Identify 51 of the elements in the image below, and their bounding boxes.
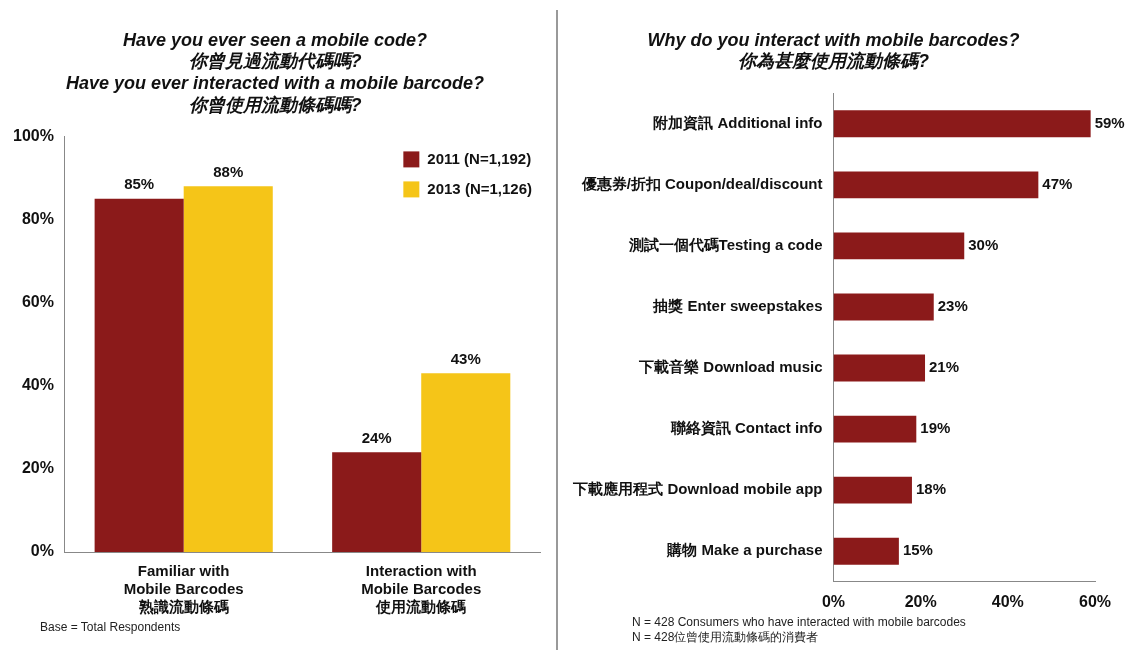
x-tick-label: 40% (991, 592, 1024, 610)
data-label: 18% (915, 480, 946, 498)
bar (833, 354, 926, 382)
y-tick-label: 測試一個代碼Testing a code (627, 236, 823, 254)
data-label: 21% (929, 358, 960, 376)
y-tick-label: 40% (21, 376, 54, 394)
chart-title: Have you ever seen a mobile code? 你曾見過流動代碼嗎? Have you ever interacted with a mobile barcode? 你曾使用流動條碼嗎? (65, 29, 485, 115)
y-tick-label: 聯絡資訊 Contact info (669, 419, 823, 438)
bar (94, 198, 184, 552)
y-tick-label: 100% (13, 126, 54, 144)
text: N = 428位曾使用流動條碼的消費者 (632, 630, 820, 645)
y-tick-label: 80% (21, 209, 54, 227)
data-label: 85% (124, 175, 155, 193)
x-tick-label: 60% (1078, 592, 1112, 610)
y-tick-label: 下載音樂 Download music (638, 358, 823, 376)
data-label: 15% (902, 541, 933, 559)
y-tick-label: 60% (21, 293, 54, 311)
bar (421, 373, 511, 552)
y-tick-label: 下載應用程式 Download mobile app (572, 480, 823, 498)
bar (833, 232, 965, 260)
y-tick-label: 購物 Make a purchase (666, 541, 823, 559)
legend-label: 2011 (N=1,192) (427, 149, 532, 167)
data-label: 43% (450, 349, 481, 367)
data-label: 23% (937, 297, 968, 315)
x-tick-label: Familiar with Mobile Barcodes 熟識流動條碼 (123, 562, 244, 616)
bar (833, 537, 899, 565)
bar (833, 110, 1091, 138)
x-tick-label: 20% (904, 592, 937, 610)
data-label: 47% (1042, 174, 1073, 192)
y-tick-label: 附加資訊 Additional info (653, 113, 823, 132)
x-tick-label: Interaction with Mobile Barcodes 使用流動條碼 (361, 562, 482, 616)
legend-label: 2013 (N=1,126) (427, 179, 532, 197)
chart-title: Why do you interact with mobile barcodes? 你為甚麼使用流動條碼? (647, 29, 1020, 72)
data-label: 24% (361, 428, 392, 446)
bar (833, 293, 934, 321)
x-tick-label: 0% (821, 592, 846, 610)
bar (833, 171, 1039, 199)
bar (833, 476, 912, 504)
data-label: 30% (968, 236, 999, 254)
bar (332, 452, 422, 552)
y-tick-label: 0% (30, 542, 54, 560)
data-label: 19% (920, 419, 951, 437)
data-label: 88% (213, 162, 244, 180)
text: Base = Total Respondents (40, 620, 182, 635)
bar (833, 415, 917, 443)
y-tick-label: 20% (21, 459, 54, 477)
text: N = 428 Consumers who have interacted with mobile barcodes (632, 615, 967, 630)
bar (183, 186, 273, 552)
y-tick-label: 抽獎 Enter sweepstakes (652, 297, 823, 315)
data-label: 59% (1094, 113, 1125, 131)
y-tick-label: 優惠券/折扣 Coupon/deal/discount (580, 174, 823, 192)
